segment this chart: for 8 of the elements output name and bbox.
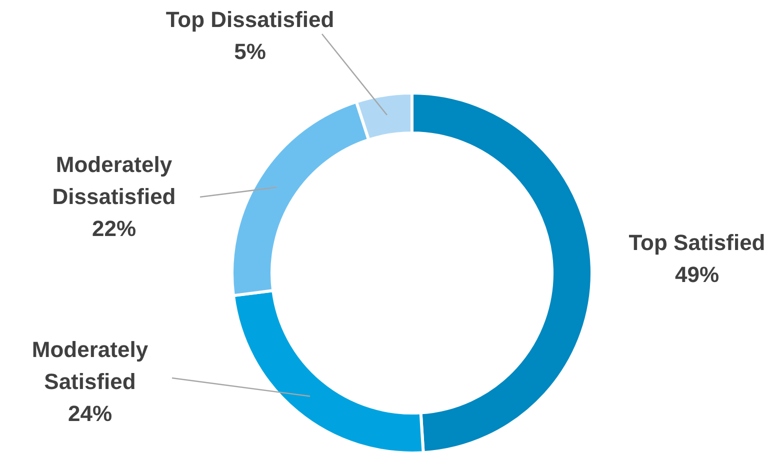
slice-label: Top Dissatisfied xyxy=(166,7,334,32)
slice-label: Moderately Satisfied xyxy=(32,337,149,394)
slice-label: Moderately Dissatisfied xyxy=(52,152,176,209)
data-label: 49% xyxy=(674,262,720,287)
data-label: 5% xyxy=(234,39,266,64)
slice-label: Top Satisfied xyxy=(628,230,766,255)
data-label: 22% xyxy=(92,216,136,241)
data-label: 24% xyxy=(68,401,112,426)
